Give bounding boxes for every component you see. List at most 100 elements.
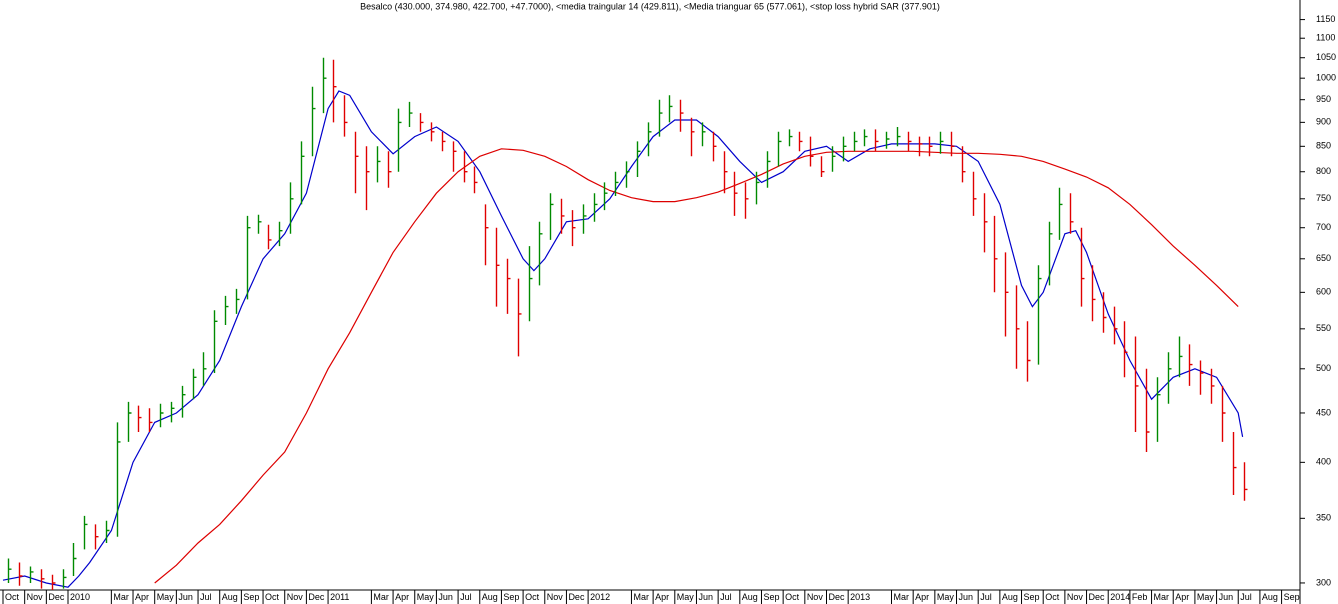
y-tick-label: 500 bbox=[1316, 363, 1331, 373]
ohlc-bar bbox=[192, 368, 197, 400]
ohlc-bar bbox=[213, 310, 218, 373]
x-tick-label: Aug bbox=[1002, 592, 1018, 602]
ohlc-bar bbox=[1004, 252, 1009, 337]
ohlc-bar bbox=[83, 515, 88, 550]
ohlc-bar bbox=[235, 288, 240, 314]
x-tick-label: Sep bbox=[1024, 592, 1040, 602]
x-tick-label: Jun bbox=[178, 592, 193, 602]
x-tick-label: Mar bbox=[894, 592, 910, 602]
ohlc-bar bbox=[907, 131, 912, 152]
ohlc-bar bbox=[560, 198, 565, 234]
ohlc-bar bbox=[408, 101, 413, 127]
ohlc-bar bbox=[376, 146, 381, 183]
ohlc-bar bbox=[365, 146, 370, 211]
x-tick-label: Aug bbox=[222, 592, 238, 602]
x-tick-label: May bbox=[937, 592, 955, 602]
ohlc-bar bbox=[29, 566, 34, 583]
x-tick-label: Oct bbox=[5, 592, 20, 602]
ohlc-bar bbox=[1069, 193, 1074, 234]
x-tick-label: Nov bbox=[547, 592, 564, 602]
x-tick-label: Apr bbox=[655, 592, 669, 602]
x-tick-label: Oct bbox=[265, 592, 280, 602]
x-tick-label: 2011 bbox=[330, 592, 349, 602]
ohlc-bar bbox=[181, 385, 186, 418]
y-tick-label: 950 bbox=[1316, 94, 1331, 104]
ohlc-bar bbox=[690, 117, 695, 157]
x-tick-label: Jul bbox=[1240, 592, 1252, 602]
ohlc-bar bbox=[939, 131, 944, 154]
ohlc-bar bbox=[430, 122, 435, 142]
ohlc-bar bbox=[820, 156, 825, 177]
x-tick-label: Mar bbox=[633, 592, 649, 602]
moving-average-line bbox=[154, 148, 1239, 584]
ohlc-bar bbox=[322, 57, 327, 114]
ohlc-bar bbox=[528, 246, 533, 322]
ohlc-bar bbox=[278, 221, 283, 247]
plot-area bbox=[2, 57, 1248, 590]
x-tick-label: Oct bbox=[525, 592, 540, 602]
ohlc-bar bbox=[7, 558, 12, 583]
x-tick-label: Apr bbox=[395, 592, 409, 602]
x-tick-label: Aug bbox=[482, 592, 498, 602]
x-tick-label: Apr bbox=[1175, 592, 1189, 602]
ohlc-bar bbox=[809, 136, 814, 167]
ohlc-bar bbox=[1167, 352, 1172, 404]
y-tick-label: 1150 bbox=[1316, 14, 1335, 24]
ohlc-bar bbox=[1037, 265, 1042, 365]
ohlc-bar bbox=[928, 136, 933, 157]
x-tick-label: Dec bbox=[308, 592, 325, 602]
ohlc-bar bbox=[603, 182, 608, 211]
ohlc-bar bbox=[517, 278, 522, 357]
ohlc-bar bbox=[831, 146, 836, 172]
ohlc-bar bbox=[202, 352, 207, 386]
ohlc-bar bbox=[116, 422, 121, 537]
ohlc-bar bbox=[267, 224, 272, 250]
ohlc-bar bbox=[950, 131, 955, 157]
x-tick-label: Jun bbox=[698, 592, 713, 602]
ohlc-bar bbox=[863, 129, 868, 147]
x-tick-label: 2010 bbox=[70, 592, 90, 602]
ohlc-bar bbox=[1048, 221, 1053, 286]
ohlc-bar bbox=[148, 408, 153, 432]
y-tick-label: 300 bbox=[1316, 577, 1331, 587]
ohlc-bar bbox=[62, 569, 67, 589]
ohlc-bar bbox=[983, 193, 988, 253]
x-tick-label: May bbox=[417, 592, 435, 602]
ohlc-bar bbox=[593, 193, 598, 222]
ohlc-bar bbox=[484, 204, 489, 266]
x-tick-label: Jul bbox=[200, 592, 212, 602]
x-tick-label: Sep bbox=[1284, 592, 1300, 602]
x-tick-label: Dec bbox=[1089, 592, 1106, 602]
ohlc-bar bbox=[257, 214, 262, 234]
ohlc-bar bbox=[571, 210, 576, 247]
ohlc-bar bbox=[1145, 368, 1150, 452]
chart-title: Besalco (430.000, 374.980, 422.700, +47.… bbox=[360, 1, 940, 11]
ohlc-bar bbox=[463, 151, 468, 183]
ohlc-bar bbox=[419, 113, 424, 132]
y-tick-label: 450 bbox=[1316, 407, 1331, 417]
ohlc-bar bbox=[1199, 360, 1204, 395]
x-tick-label: 2012 bbox=[590, 592, 610, 602]
ohlc-bar bbox=[972, 171, 977, 216]
x-tick-label: May bbox=[157, 592, 175, 602]
x-tick-label: Jun bbox=[1219, 592, 1234, 602]
ohlc-bar bbox=[1134, 336, 1139, 432]
x-tick-label: Jul bbox=[720, 592, 732, 602]
ohlc-bar bbox=[51, 574, 56, 590]
ohlc-bar bbox=[874, 129, 879, 152]
ohlc-bar bbox=[961, 146, 966, 183]
ohlc-bar bbox=[1156, 377, 1161, 442]
ohlc-bar bbox=[1113, 306, 1118, 345]
ohlc-bar bbox=[40, 569, 45, 589]
moving-average-line bbox=[2, 90, 1244, 588]
x-tick-label: Apr bbox=[915, 592, 929, 602]
x-tick-label: Nov bbox=[1067, 592, 1084, 602]
y-tick-label: 1000 bbox=[1316, 73, 1336, 83]
x-tick-label: Mar bbox=[1154, 592, 1170, 602]
y-tick-label: 700 bbox=[1316, 222, 1331, 232]
ohlc-bar bbox=[1015, 285, 1020, 369]
ohlc-bar bbox=[777, 131, 782, 167]
ohlc-bar bbox=[1102, 292, 1107, 333]
ohlc-bar bbox=[647, 122, 652, 157]
